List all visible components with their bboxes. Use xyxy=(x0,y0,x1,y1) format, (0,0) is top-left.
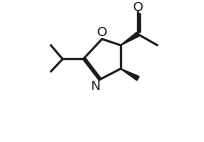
Text: O: O xyxy=(132,1,143,14)
Polygon shape xyxy=(121,32,139,45)
Polygon shape xyxy=(121,69,139,80)
Text: N: N xyxy=(91,80,101,93)
Text: O: O xyxy=(96,26,106,39)
